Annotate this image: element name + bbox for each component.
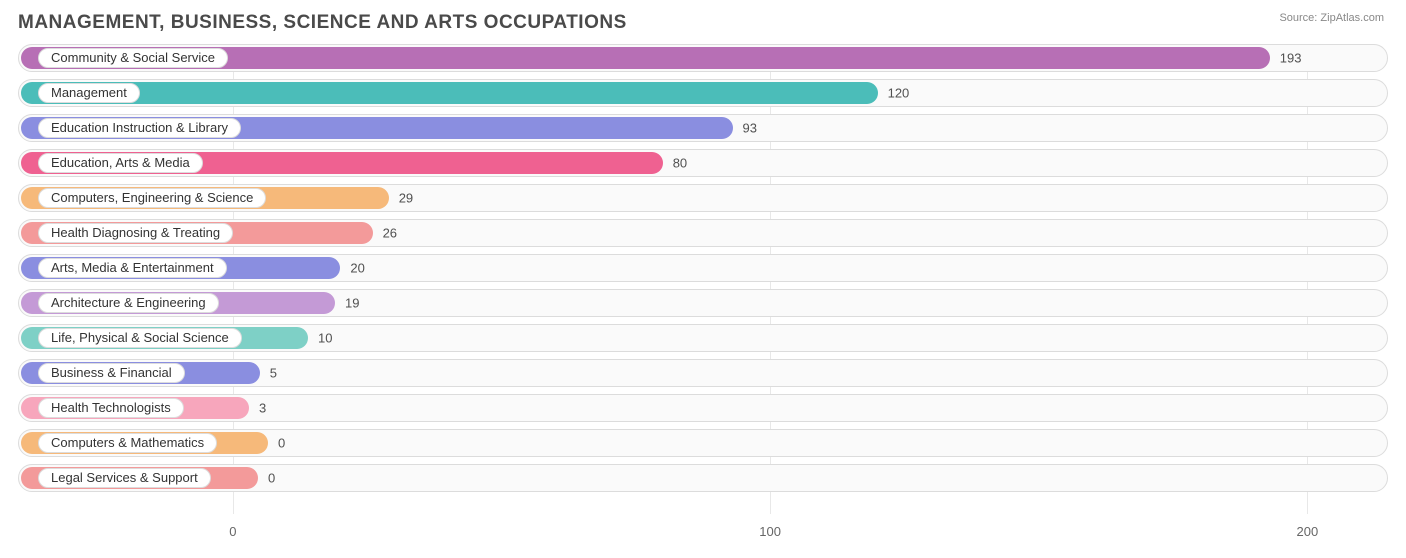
- bar-label: Computers, Engineering & Science: [38, 188, 266, 208]
- bar-value: 3: [259, 401, 266, 416]
- bar-value: 0: [268, 471, 275, 486]
- bar-row: Health Technologists 3: [18, 394, 1388, 422]
- bar-label: Education, Arts & Media: [38, 153, 203, 173]
- chart-title: MANAGEMENT, BUSINESS, SCIENCE AND ARTS O…: [18, 12, 1388, 34]
- bar-value: 93: [743, 121, 757, 136]
- chart-container: MANAGEMENT, BUSINESS, SCIENCE AND ARTS O…: [0, 0, 1406, 558]
- bar-value: 10: [318, 331, 332, 346]
- bar-label: Arts, Media & Entertainment: [38, 258, 227, 278]
- bar-row: Arts, Media & Entertainment 20: [18, 254, 1388, 282]
- bar-row: Business & Financial 5: [18, 359, 1388, 387]
- bar-row: Life, Physical & Social Science 10: [18, 324, 1388, 352]
- x-axis: 0 100 200: [18, 524, 1388, 544]
- bar-value: 0: [278, 436, 285, 451]
- bar-row: Education, Arts & Media 80: [18, 149, 1388, 177]
- bar-label: Legal Services & Support: [38, 468, 211, 488]
- source-attribution: Source: ZipAtlas.com: [1279, 12, 1384, 24]
- bar-value: 26: [383, 226, 397, 241]
- bar-row: Legal Services & Support 0: [18, 464, 1388, 492]
- bar-value: 193: [1280, 51, 1302, 66]
- bar-label: Architecture & Engineering: [38, 293, 219, 313]
- bar-label: Community & Social Service: [38, 48, 228, 68]
- source-name: ZipAtlas.com: [1320, 12, 1384, 24]
- bar-label: Health Technologists: [38, 398, 184, 418]
- bar-label: Life, Physical & Social Science: [38, 328, 242, 348]
- bar-row: Computers, Engineering & Science 29: [18, 184, 1388, 212]
- bar-row: Community & Social Service 193: [18, 44, 1388, 72]
- axis-tick: 200: [1297, 524, 1319, 539]
- bar-value: 29: [399, 191, 413, 206]
- bar-row: Health Diagnosing & Treating 26: [18, 219, 1388, 247]
- bar-label: Computers & Mathematics: [38, 433, 217, 453]
- source-label: Source:: [1279, 12, 1317, 24]
- bar-row: Computers & Mathematics 0: [18, 429, 1388, 457]
- bar-value: 19: [345, 296, 359, 311]
- bar-value: 80: [673, 156, 687, 171]
- bar-row: Management 120: [18, 79, 1388, 107]
- bar-fill: [21, 82, 878, 104]
- bar-label: Education Instruction & Library: [38, 118, 241, 138]
- bar-label: Management: [38, 83, 140, 103]
- bars-area: Community & Social Service193Management1…: [18, 44, 1388, 514]
- axis-tick: 0: [229, 524, 236, 539]
- axis-tick: 100: [759, 524, 781, 539]
- bar-value: 5: [270, 366, 277, 381]
- bar-label: Health Diagnosing & Treating: [38, 223, 233, 243]
- bar-value: 20: [350, 261, 364, 276]
- bar-label: Business & Financial: [38, 363, 185, 383]
- bar-row: Education Instruction & Library 93: [18, 114, 1388, 142]
- bar-row: Architecture & Engineering 19: [18, 289, 1388, 317]
- bar-value: 120: [888, 86, 910, 101]
